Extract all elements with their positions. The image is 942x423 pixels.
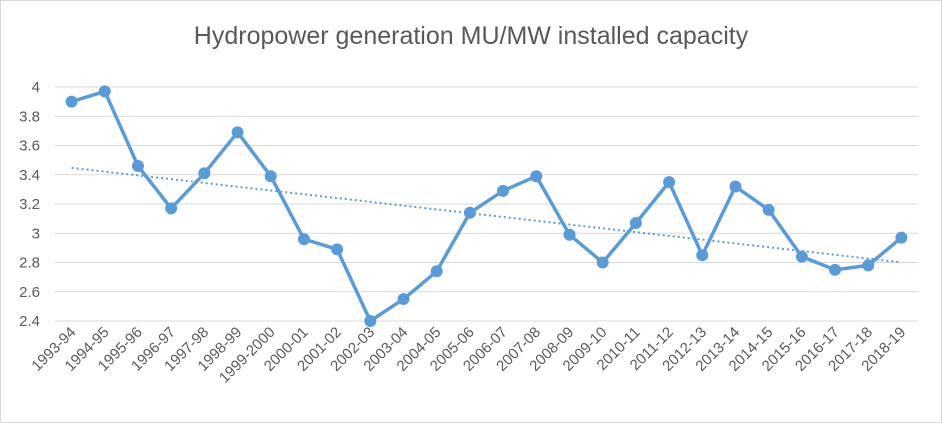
data-point xyxy=(264,170,277,183)
data-point xyxy=(629,217,642,230)
y-tick-label: 4 xyxy=(32,79,40,96)
data-point xyxy=(497,184,510,197)
data-point xyxy=(895,231,908,244)
trendline xyxy=(71,166,902,264)
y-tick-label: 3 xyxy=(32,225,40,242)
data-point xyxy=(463,206,476,219)
y-tick-label: 3.8 xyxy=(19,108,40,125)
data-point xyxy=(165,202,178,215)
data-point xyxy=(397,293,410,306)
y-tick-label: 2.4 xyxy=(19,313,40,330)
chart-title: Hydropower generation MU/MW installed ca… xyxy=(193,22,749,50)
data-point xyxy=(795,250,808,263)
data-point xyxy=(829,263,842,276)
data-point xyxy=(331,243,344,256)
data-point xyxy=(131,159,144,172)
data-point xyxy=(696,249,709,262)
y-tick-label: 3.2 xyxy=(19,196,40,213)
data-point xyxy=(297,233,310,246)
data-point xyxy=(98,85,111,98)
series-line xyxy=(71,89,903,323)
data-point xyxy=(762,203,775,216)
data-point xyxy=(364,315,377,327)
data-point xyxy=(596,256,609,269)
data-point xyxy=(563,228,576,241)
data-point xyxy=(530,170,543,183)
data-point xyxy=(231,126,244,139)
data-point xyxy=(862,259,875,272)
y-tick-label: 2.8 xyxy=(19,255,40,272)
y-tick-label: 2.6 xyxy=(19,284,40,301)
y-tick-label: 3.6 xyxy=(19,138,40,155)
data-point xyxy=(729,180,742,193)
data-point xyxy=(663,176,676,189)
data-point xyxy=(198,167,211,180)
data-point xyxy=(65,95,78,108)
y-tick-label: 3.4 xyxy=(19,167,40,184)
data-point xyxy=(430,265,443,278)
